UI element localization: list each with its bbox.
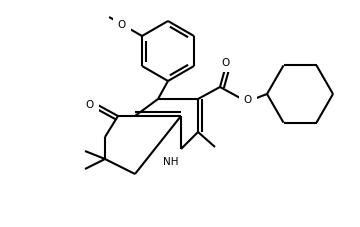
Text: O: O: [244, 95, 252, 105]
Text: O: O: [221, 58, 229, 68]
Text: NH: NH: [162, 156, 178, 166]
Text: O: O: [118, 20, 126, 30]
Text: O: O: [86, 100, 94, 109]
